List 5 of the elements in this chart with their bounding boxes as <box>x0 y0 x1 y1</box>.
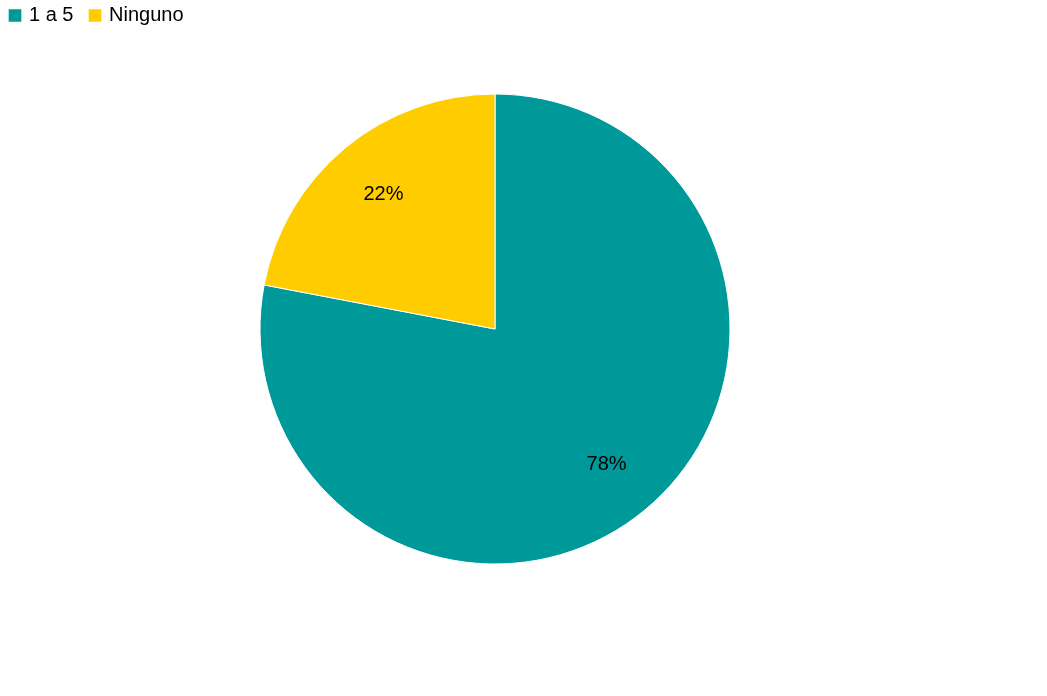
pie-slice <box>259 93 731 565</box>
legend-label: Ninguno <box>109 3 184 26</box>
data-label: 78% <box>586 451 627 474</box>
legend-label: 1 a 5 <box>29 3 74 26</box>
data-label: 22% <box>363 182 404 205</box>
